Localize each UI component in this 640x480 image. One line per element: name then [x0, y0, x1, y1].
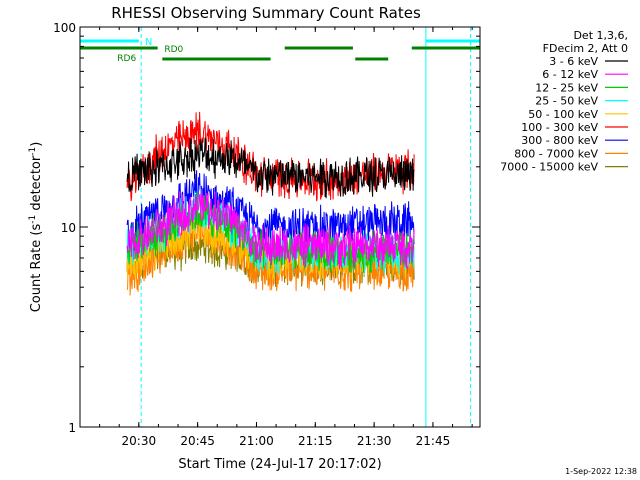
x-tick-label-3: 21:15 [298, 434, 333, 448]
rd-flag-label-rd0: RD0 [164, 45, 183, 55]
footer-date: 1-Sep-2022 12:38 [565, 467, 637, 476]
y-tick-label-1: 10 [61, 221, 76, 235]
y-axis-label-end: ) [29, 142, 44, 147]
legend-header-line-2: FDecim 2, Att 0 [543, 42, 628, 55]
axes: 20:30 20:45 21:00 21:15 21:30 21:45 1 10 100 [53, 21, 480, 448]
x-tick-label-0: 20:30 [122, 434, 157, 448]
series-line-1 [126, 189, 415, 270]
legend-label-8: 7000 - 15000 keV [500, 161, 598, 174]
chart-title: RHESSI Observing Summary Count Rates [111, 4, 421, 22]
rd-flag-label-rd6: RD6 [117, 54, 136, 64]
legend-label-7: 800 - 7000 keV [514, 147, 598, 160]
x-axis-label: Start Time (24-Jul-17 20:17:02) [178, 457, 381, 472]
x-tick-label-4: 21:30 [357, 434, 392, 448]
y-axis-label-sup1: -1 [28, 215, 38, 224]
legend-label-2: 12 - 25 keV [535, 81, 598, 94]
night-bar-label: N [145, 37, 152, 48]
legend-label-3: 25 - 50 keV [535, 95, 598, 108]
y-tick-label-2: 100 [53, 21, 76, 35]
legend-label-0: 3 - 6 keV [549, 55, 598, 68]
y-axis-label-mid: detector [29, 155, 44, 215]
legend-label-1: 6 - 12 keV [542, 68, 598, 81]
series-line-5 [126, 111, 415, 202]
y-axis-label: Count Rate (s-1 detector-1) [28, 142, 44, 313]
x-tick-label-1: 20:45 [180, 434, 215, 448]
x-tick-label-5: 21:45 [416, 434, 451, 448]
plot-area: N RD0 RD6 [79, 27, 480, 427]
legend-header-line-1: Det 1,3,6, [573, 29, 628, 42]
legend-label-5: 100 - 300 keV [521, 121, 598, 134]
y-axis-label-main: Count Rate (s [29, 224, 44, 313]
y-axis-label-sup2: -1 [28, 147, 38, 156]
series-line-0 [126, 137, 415, 199]
legend-label-6: 300 - 800 keV [521, 134, 598, 147]
y-tick-label-0: 1 [68, 421, 76, 435]
legend-label-4: 50 - 100 keV [528, 108, 598, 121]
x-tick-label-2: 21:00 [239, 434, 274, 448]
